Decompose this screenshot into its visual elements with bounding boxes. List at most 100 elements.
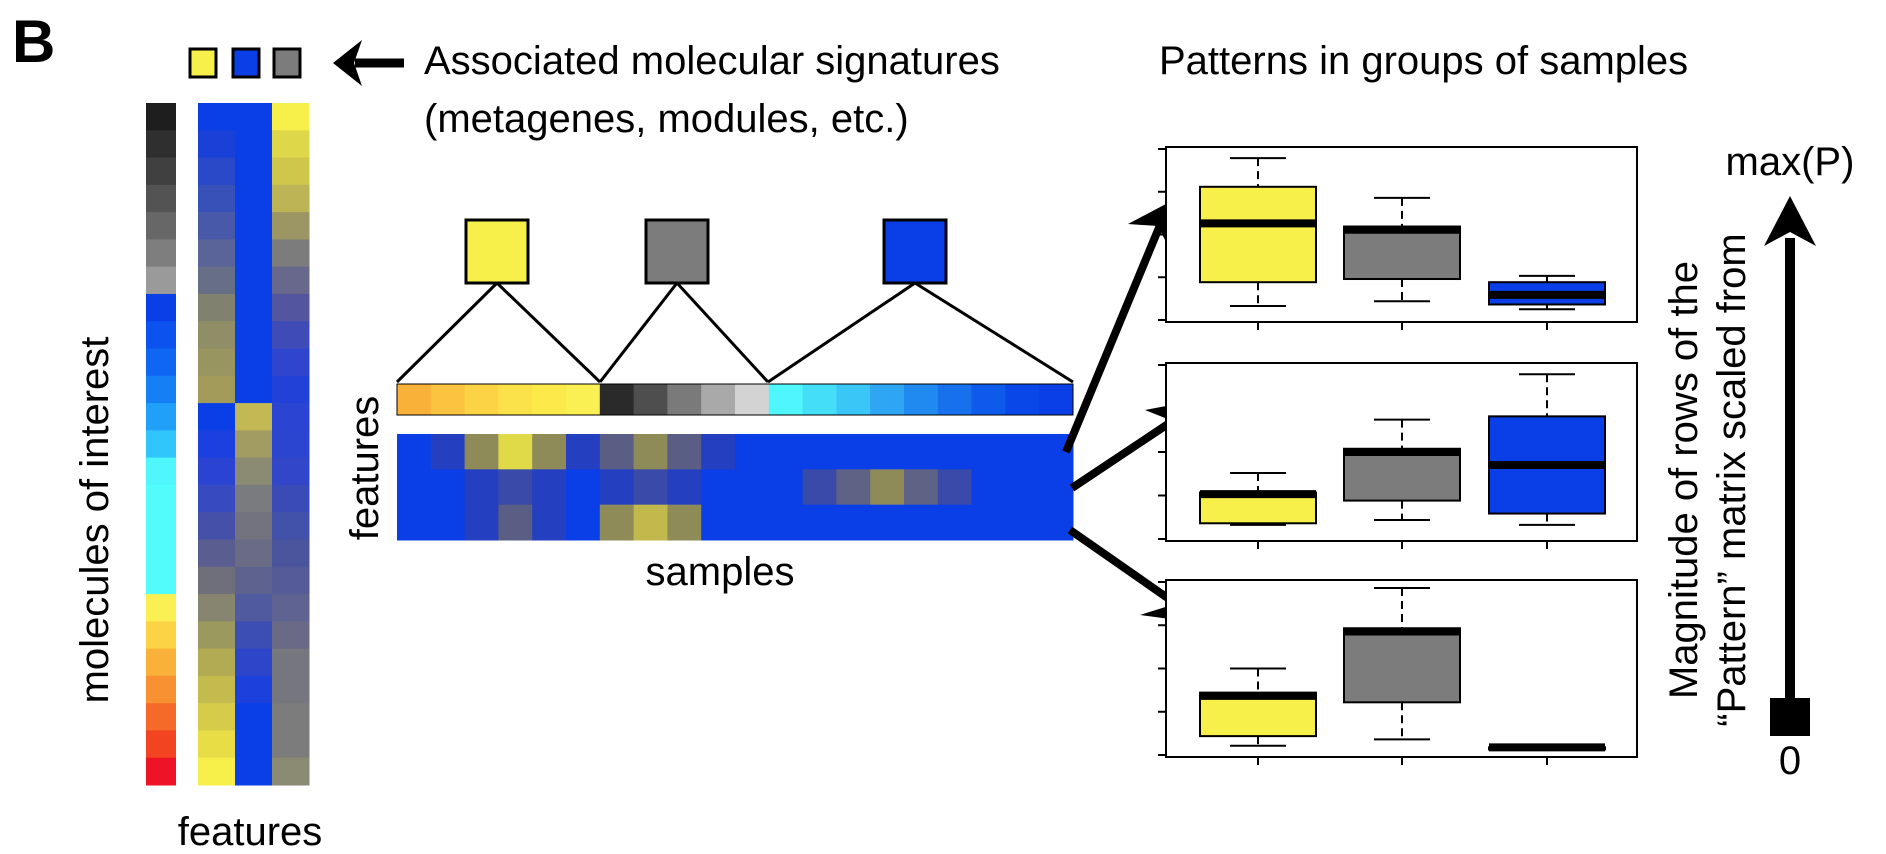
boxplot-box (1199, 667, 1317, 747)
boxplot-panel (1158, 146, 1638, 330)
sample-cell (498, 469, 533, 506)
sample-cell (836, 469, 871, 506)
feature-cell (272, 375, 310, 404)
feature-cell (235, 675, 273, 704)
feature-cell (272, 675, 310, 704)
sample-cell (430, 504, 466, 541)
sample-cell (768, 504, 804, 541)
molecule-cell (146, 675, 176, 704)
sample-bar-cell (464, 384, 499, 415)
feature-cell (198, 730, 236, 759)
molecule-cell (146, 103, 176, 131)
sample-cell (532, 504, 567, 541)
sample-cell (633, 504, 668, 541)
sample-group-tree (395, 218, 1074, 384)
molecule-cell (146, 239, 176, 268)
feature-cell (235, 512, 273, 540)
feature-cell (235, 266, 273, 295)
sample-cell (971, 434, 1006, 470)
sample-bar-cell (633, 384, 668, 415)
feature-cell (272, 103, 310, 131)
scale-arrow (1764, 196, 1816, 736)
sample-cell (870, 434, 905, 470)
feature-cell (198, 184, 236, 213)
tree-branch (495, 281, 602, 384)
feature-cell (198, 457, 236, 486)
sample-bar-cell (1005, 384, 1040, 415)
feature-cell (198, 648, 236, 677)
molecule-cell (146, 403, 176, 431)
boxplot-box (1488, 743, 1606, 752)
sample-cell (1039, 504, 1074, 541)
features-mid-label: features (343, 396, 387, 541)
feature-cell (272, 403, 310, 431)
sample-bar-cell (397, 384, 432, 415)
sample-cell (1005, 434, 1040, 470)
feature-cell (198, 566, 236, 595)
sample-cell (904, 434, 939, 470)
legend-square-gray (272, 47, 302, 79)
panel-letter: B (12, 8, 55, 75)
sample-bar-cell (802, 384, 837, 415)
feature-cell (272, 130, 310, 159)
feature-cell (272, 757, 310, 786)
feature-cell (198, 484, 236, 513)
feature-cell (272, 266, 310, 295)
feature-cell (235, 484, 273, 513)
tree-branch (395, 281, 499, 384)
tree-branch (675, 281, 770, 384)
signature-legend (188, 47, 302, 79)
sample-cell (701, 434, 736, 470)
feature-cell (198, 621, 236, 650)
left-arrow-icon (333, 40, 404, 86)
feature-cell (235, 103, 273, 131)
feature-cell (272, 730, 310, 759)
molecule-cell (146, 212, 176, 240)
feature-cell (235, 457, 273, 486)
sample-bar-cell (1039, 384, 1074, 415)
sample-cell (937, 434, 973, 470)
feature-cell (272, 293, 310, 322)
feature-cell (198, 348, 236, 377)
sample-bar-cell (870, 384, 905, 415)
feature-cell (272, 594, 310, 622)
feature-cell (272, 184, 310, 213)
sample-cell (599, 469, 635, 506)
sample-cell (667, 434, 702, 470)
feature-cell (272, 566, 310, 595)
feature-cell (272, 648, 310, 677)
sample-cell (701, 504, 736, 541)
sample-cell (870, 504, 905, 541)
signature-title-line2: (metagenes, modules, etc.) (424, 97, 909, 141)
molecule-cell (146, 348, 176, 377)
sample-cell (1005, 469, 1040, 506)
molecule-cell (146, 157, 176, 186)
molecules-color-column (146, 103, 176, 786)
boxplot-panels (1158, 146, 1638, 765)
molecule-cell (146, 457, 176, 486)
scale-max-label: max(P) (1726, 140, 1855, 184)
patterns-title: Patterns in groups of samples (1159, 39, 1688, 83)
molecule-cell (146, 648, 176, 677)
feature-cell (198, 539, 236, 568)
sample-cell (566, 469, 601, 506)
feature-cell (235, 184, 273, 213)
iqr-box (1343, 447, 1461, 502)
feature-cell (198, 321, 236, 350)
sample-cell (430, 434, 466, 470)
sample-bar-cell (566, 384, 601, 415)
sample-cell (397, 504, 432, 541)
feature-cell (198, 103, 236, 131)
feature-cell (198, 375, 236, 404)
feature-cell (235, 594, 273, 622)
feature-cell (235, 730, 273, 759)
features-left-label: features (178, 810, 323, 854)
feature-cell (272, 430, 310, 459)
sample-cell (802, 504, 837, 541)
feature-cell (198, 675, 236, 704)
feature-cell (198, 703, 236, 731)
feature-cell (198, 293, 236, 322)
boxplot-box (1343, 196, 1461, 303)
legend-square-yellow (188, 47, 218, 79)
sample-cell (735, 434, 770, 470)
